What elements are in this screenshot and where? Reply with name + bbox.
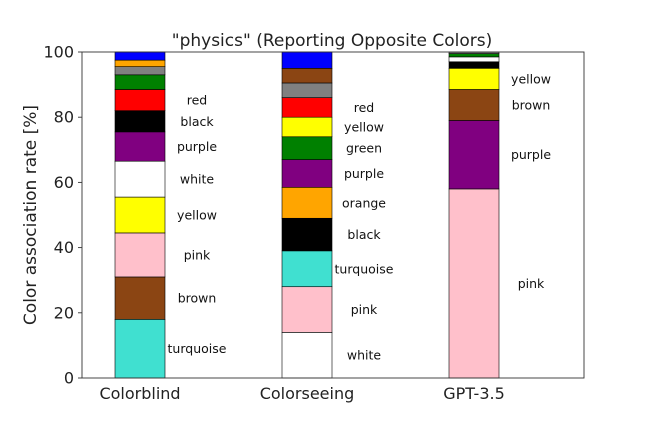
bar-segment-colorseeing-brown	[281, 68, 333, 84]
y-axis-label: Color association rate [%]	[21, 105, 41, 325]
segment-label-colorblind-black: black	[180, 114, 214, 129]
bar-segment-colorblind-green	[114, 74, 166, 90]
segment-label-colorseeing-black: black	[347, 227, 381, 242]
plot-frame	[81, 51, 585, 379]
y-tick-label: 0	[64, 369, 74, 388]
axes-layer: 0 20 40 60 80 100 Colorblind Colorseeing GPT-3.5	[43, 43, 585, 403]
bar-segment-gpt-3-5-pink	[448, 188, 500, 379]
bar-segment-colorseeing-pink	[281, 286, 333, 333]
segment-label-colorblind-red: red	[187, 93, 208, 108]
bar-segment-colorseeing-turquoise	[281, 250, 333, 288]
bar-segment-colorblind-purple	[114, 131, 166, 162]
y-tick-label: 100	[43, 43, 74, 62]
bar-segment-gpt-3-5-purple	[448, 120, 500, 190]
segment-label-colorseeing-white: white	[347, 348, 382, 363]
segment-label-colorblind-white: white	[180, 172, 215, 187]
bar-segment-colorblind-pink	[114, 232, 166, 278]
segment-label-colorblind-brown: brown	[178, 291, 217, 306]
bar-segment-colorseeing-red	[281, 97, 333, 118]
segment-label-colorblind-purple: purple	[177, 139, 217, 154]
y-tick-label: 20	[54, 303, 74, 322]
y-tick-label: 60	[54, 173, 74, 192]
segment-label-colorseeing-orange: orange	[342, 195, 386, 210]
segment-label-colorseeing-red: red	[354, 100, 375, 115]
segment-label-colorseeing-green: green	[346, 141, 382, 156]
bar-segment-colorseeing-orange	[281, 186, 333, 219]
bar-segment-colorseeing-green	[281, 136, 333, 160]
y-tick-label: 80	[54, 108, 74, 127]
bar-segment-colorblind-red	[114, 89, 166, 111]
segment-label-colorblind-turquoise: turquoise	[168, 341, 227, 356]
segment-label-gpt-3-5-pink: pink	[518, 276, 545, 291]
bar-segment-colorblind-brown	[114, 276, 166, 320]
bar-segment-colorblind-orange	[114, 59, 166, 67]
segment-label-gpt-3-5-yellow: yellow	[511, 71, 551, 86]
bar-segment-colorblind-blue	[114, 51, 166, 61]
bar-segment-colorblind-white	[114, 160, 166, 198]
bar-segment-gpt-3-5-yellow	[448, 68, 500, 90]
bar-segment-colorseeing-black	[281, 217, 333, 252]
bar-segment-colorseeing-blue	[281, 51, 333, 69]
segment-label-colorseeing-purple: purple	[344, 166, 384, 181]
bar-segment-gpt-3-5-green	[448, 53, 500, 58]
y-tick-label: 40	[54, 238, 74, 257]
segment-label-colorblind-yellow: yellow	[177, 208, 217, 223]
bar-segment-colorblind-gray	[114, 66, 166, 76]
segment-label-gpt-3-5-purple: purple	[511, 147, 551, 162]
x-tick-label-colorblind: Colorblind	[99, 384, 180, 403]
segment-label-colorseeing-yellow: yellow	[344, 119, 384, 134]
segment-labels-layer: turquoise brown pink yellow white purple black…	[168, 71, 552, 362]
bar-segment-gpt-3-5-brown	[448, 89, 500, 121]
bar-segment-gpt-3-5-white	[448, 56, 500, 63]
segment-label-colorseeing-pink: pink	[351, 302, 378, 317]
bar-segment-colorseeing-white	[281, 332, 333, 379]
chart-title: "physics" (Reporting Opposite Colors)	[172, 31, 492, 51]
segment-label-gpt-3-5-brown: brown	[512, 97, 551, 112]
bar-segment-colorblind-yellow	[114, 196, 166, 234]
x-tick-label-colorseeing: Colorseeing	[260, 384, 355, 403]
segment-label-colorblind-pink: pink	[184, 247, 211, 262]
bars-layer	[114, 51, 500, 379]
bar-segment-colorblind-turquoise	[114, 319, 166, 379]
bar-segment-colorseeing-purple	[281, 159, 333, 188]
bar-segment-colorseeing-gray	[281, 82, 333, 98]
bar-segment-colorblind-black	[114, 110, 166, 133]
segment-label-colorseeing-turquoise: turquoise	[335, 261, 394, 276]
bar-segment-colorseeing-yellow	[281, 116, 333, 138]
bar-segment-gpt-3-5-black	[448, 61, 500, 69]
x-tick-label-gpt-3-5: GPT-3.5	[443, 384, 505, 403]
